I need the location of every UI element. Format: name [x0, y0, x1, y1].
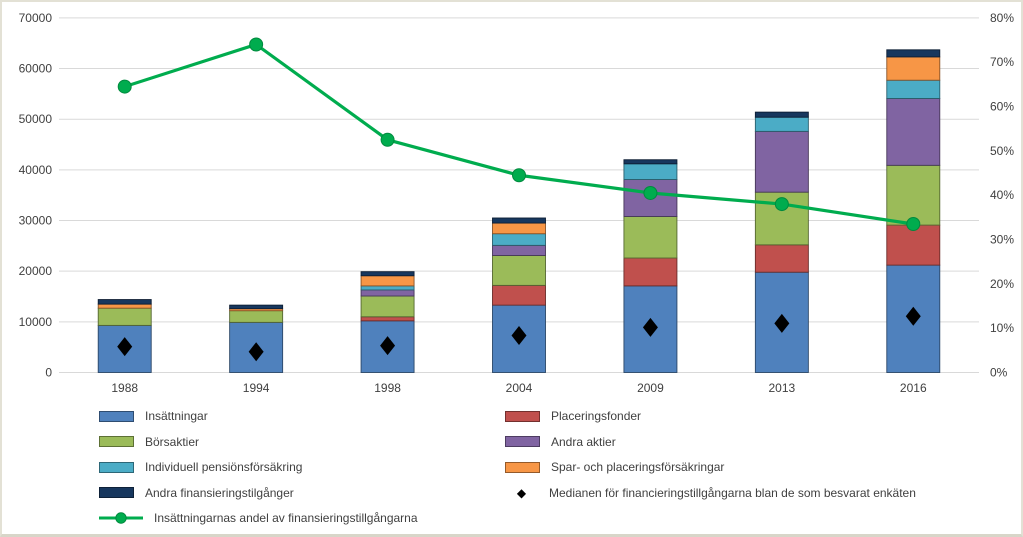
- bar-segment: [623, 159, 678, 165]
- right-axis-tick: 30%: [990, 233, 1014, 247]
- bar-segment: [97, 307, 152, 326]
- x-axis-label: 2013: [769, 381, 796, 395]
- left-axis-tick: 0: [45, 366, 52, 380]
- bar-segment: [492, 217, 546, 224]
- right-axis-tick: 80%: [990, 11, 1014, 25]
- bar-segment: [886, 49, 941, 58]
- x-axis-label: 2016: [900, 381, 927, 395]
- bar-segment: [886, 97, 941, 166]
- bar-segment: [886, 79, 941, 99]
- x-axis-label: 2009: [637, 381, 664, 395]
- left-axis-tick: 10000: [19, 315, 53, 329]
- bar-segment: [492, 222, 546, 235]
- bar-segment: [360, 316, 415, 322]
- x-axis-label: 1988: [111, 381, 138, 395]
- bar-segment: [886, 56, 941, 81]
- bar-segment: [754, 111, 809, 118]
- left-axis-tick: 40000: [19, 163, 53, 177]
- bar-segment: [360, 295, 415, 318]
- bar-segment: [229, 304, 284, 310]
- right-axis-tick: 60%: [990, 100, 1014, 114]
- right-axis-tick: 0%: [990, 366, 1008, 380]
- x-axis-label: 1994: [243, 381, 270, 395]
- median-diamond: [774, 313, 790, 333]
- right-axis-tick: 20%: [990, 277, 1014, 291]
- bar-segment: [492, 284, 546, 306]
- share-line-marker: [249, 37, 264, 52]
- bar-segment: [754, 116, 809, 132]
- right-axis-tick: 50%: [990, 144, 1014, 158]
- right-axis-tick: 40%: [990, 188, 1014, 202]
- bar-segment: [886, 164, 941, 226]
- share-line-marker: [380, 132, 395, 147]
- bar-segment: [623, 216, 678, 259]
- share-line-marker: [906, 217, 921, 232]
- bar-segment: [886, 224, 941, 266]
- share-line-marker: [643, 185, 658, 200]
- left-axis-tick: 20000: [19, 264, 53, 278]
- bar-segment: [623, 163, 678, 180]
- share-line-marker: [774, 197, 789, 212]
- bar-segment: [97, 303, 152, 309]
- median-diamond: [117, 337, 133, 357]
- bar-segment: [754, 130, 809, 193]
- bar-segment: [623, 257, 678, 287]
- right-axis-tick: 70%: [990, 55, 1014, 69]
- median-diamond: [248, 342, 264, 362]
- bar-segment: [492, 233, 546, 246]
- left-axis-tick: 50000: [19, 112, 53, 126]
- bar-segment: [754, 244, 809, 273]
- median-diamond: [905, 306, 921, 326]
- x-axis-label: 2004: [506, 381, 533, 395]
- right-axis-tick: 10%: [990, 321, 1014, 335]
- share-line-marker: [512, 168, 526, 183]
- bar-segment: [229, 310, 284, 323]
- left-axis-tick: 60000: [19, 62, 53, 76]
- bar-segment: [360, 289, 415, 297]
- left-axis-tick: 30000: [19, 214, 53, 228]
- median-diamond: [642, 317, 658, 337]
- median-diamond: [380, 336, 396, 356]
- bar-segment: [492, 244, 546, 256]
- bar-segment: [97, 299, 152, 305]
- bar-segment: [492, 255, 546, 286]
- share-line-marker: [117, 79, 132, 94]
- bar-segment: [360, 275, 415, 287]
- x-axis-label: 1998: [374, 381, 401, 395]
- bar-segment: [360, 271, 415, 277]
- median-diamond: [511, 326, 527, 346]
- left-axis-tick: 70000: [19, 11, 53, 25]
- bar-segment: [360, 285, 415, 291]
